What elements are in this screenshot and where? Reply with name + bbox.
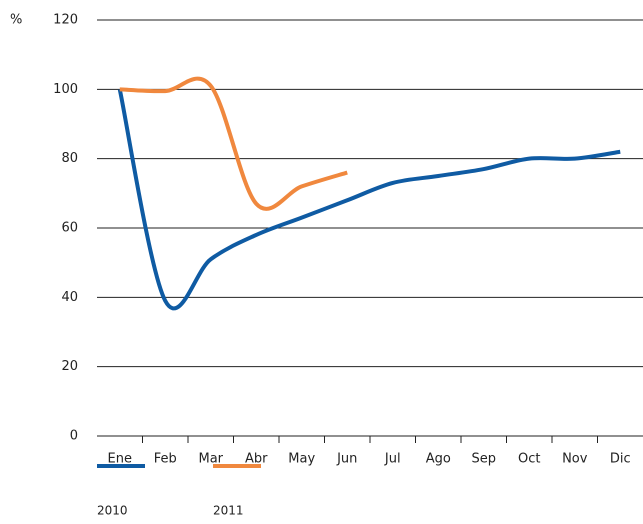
y-tick-label: 100 [53,82,78,97]
x-tick-label: Dic [610,452,631,467]
x-tick-label: Jun [336,452,357,467]
x-tick-label: Jul [384,452,401,467]
x-tick-label: Nov [562,452,588,467]
x-tick-label: Oct [518,452,540,467]
series-line [119,76,348,211]
y-tick-label: 40 [61,290,78,305]
y-tick-label: 0 [70,429,78,444]
series-line [117,88,621,311]
x-tick-label: Abr [245,452,268,467]
y-axis-label: % [10,13,22,28]
y-tick-label: 60 [61,221,78,236]
y-tick-label: 80 [61,151,78,166]
y-tick-label: 120 [53,13,78,28]
x-tick-label: Feb [154,452,177,467]
legend-label: 2010 [97,504,128,518]
x-tick-label: May [288,452,315,467]
legend-label: 2011 [213,504,244,518]
y-tick-label: 20 [61,359,78,374]
x-tick-label: Ago [426,452,451,467]
x-tick-label: Sep [471,452,496,467]
x-tick-label: Ene [108,452,132,467]
x-tick-label: Mar [198,452,223,467]
